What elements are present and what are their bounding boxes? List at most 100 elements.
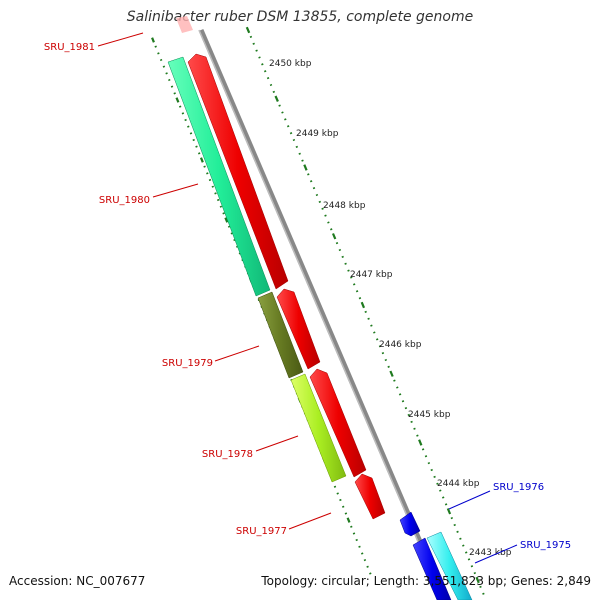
- minor-tick: [329, 228, 333, 231]
- minor-tick: [252, 42, 255, 45]
- minor-tick: [387, 365, 390, 369]
- minor-tick: [384, 358, 388, 362]
- minor-tick: [416, 434, 419, 437]
- minor-tick: [333, 485, 337, 488]
- minor-tick: [453, 523, 456, 527]
- gene-block-teal[interactable]: [167, 56, 271, 297]
- minor-tick: [168, 78, 171, 82]
- minor-tick: [360, 552, 364, 555]
- minor-tick: [366, 565, 369, 568]
- gene-block-olive[interactable]: [257, 291, 304, 379]
- minor-tick: [350, 525, 353, 528]
- minor-tick: [170, 85, 174, 88]
- major-tick: [224, 217, 229, 223]
- minor-tick: [255, 49, 258, 52]
- minor-tick: [410, 420, 413, 423]
- major-tick: [346, 517, 351, 523]
- minor-tick: [459, 537, 462, 540]
- minor-tick: [272, 90, 276, 93]
- minor-tick: [352, 283, 356, 286]
- major-tick: [360, 301, 366, 309]
- gene-label-sru-1975[interactable]: SRU_1975: [520, 540, 571, 551]
- major-tick: [199, 157, 204, 163]
- minor-tick: [197, 152, 201, 155]
- minor-tick: [335, 242, 339, 245]
- minor-tick: [347, 269, 350, 272]
- backbone: [198, 29, 448, 600]
- minor-tick: [309, 180, 313, 183]
- minor-tick: [462, 544, 465, 547]
- minor-tick: [219, 205, 223, 208]
- gene-arrow-sru-1975[interactable]: [412, 537, 452, 600]
- minor-tick: [173, 92, 176, 95]
- minor-tick: [401, 400, 405, 403]
- minor-tick: [369, 572, 372, 575]
- major-tick: [151, 37, 155, 43]
- minor-tick: [292, 138, 296, 142]
- minor-tick: [407, 413, 411, 417]
- minor-tick: [441, 496, 445, 499]
- minor-tick: [473, 572, 477, 575]
- minor-tick: [181, 112, 185, 115]
- minor-tick: [211, 185, 215, 188]
- minor-tick: [482, 592, 485, 595]
- scale-labels: 2450 kbp 2449 kbp 2448 kbp 2447 kbp 2446…: [269, 59, 512, 558]
- major-tick: [303, 164, 308, 171]
- minor-tick: [355, 538, 358, 542]
- minor-tick: [393, 379, 396, 382]
- gene-label-sru-1980[interactable]: SRU_1980: [99, 195, 150, 206]
- minor-tick: [261, 63, 264, 66]
- scale-label: 2450 kbp: [269, 59, 312, 69]
- scale-track: [245, 26, 485, 595]
- scale-label: 2444 kbp: [437, 479, 480, 489]
- minor-tick: [178, 105, 182, 108]
- gene-arrow-sru-1980[interactable]: [187, 53, 289, 290]
- minor-tick: [444, 503, 448, 506]
- gene-arrow-sru-1978[interactable]: [309, 368, 367, 478]
- minor-tick: [192, 138, 195, 142]
- minor-tick: [339, 498, 342, 502]
- gene-label-sru-1978[interactable]: SRU_1978: [202, 449, 253, 460]
- minor-tick: [184, 118, 187, 122]
- gene-blocks: [167, 56, 347, 483]
- forward-genes: [176, 16, 386, 520]
- minor-tick: [281, 111, 284, 114]
- minor-tick: [358, 296, 362, 300]
- minor-tick: [318, 200, 322, 203]
- minor-tick: [324, 214, 327, 217]
- minor-tick: [187, 125, 190, 128]
- minor-tick: [162, 65, 166, 68]
- gene-label-sru-1977[interactable]: SRU_1977: [236, 526, 287, 537]
- minor-tick: [427, 461, 431, 465]
- minor-tick: [344, 512, 348, 515]
- gene-block-cyan[interactable]: [426, 531, 473, 600]
- minor-tick: [336, 492, 339, 495]
- gene-arrow-sru-1976[interactable]: [399, 511, 421, 537]
- genome-title: Salinibacter ruber DSM 13855, complete g…: [126, 9, 474, 25]
- gene-arrow-sru-1981[interactable]: [176, 16, 193, 33]
- minor-tick: [263, 70, 267, 73]
- scale-label: 2443 kbp: [469, 548, 512, 558]
- minor-tick: [470, 565, 474, 568]
- minor-tick: [341, 505, 345, 508]
- minor-tick: [203, 165, 206, 168]
- minor-tick: [439, 489, 442, 492]
- minor-tick: [284, 118, 287, 121]
- minor-tick: [216, 198, 220, 202]
- reverse-genes: [399, 511, 473, 600]
- gene-arrow-sru-1979[interactable]: [276, 288, 321, 370]
- gene-label-sru-1976[interactable]: SRU_1976: [493, 482, 544, 493]
- gene-block-lime[interactable]: [290, 373, 347, 483]
- minor-tick: [367, 317, 370, 320]
- gene-label-sru-1979[interactable]: SRU_1979: [162, 358, 213, 369]
- minor-tick: [456, 530, 459, 534]
- scale-label: 2449 kbp: [296, 129, 339, 139]
- minor-tick: [258, 56, 261, 59]
- gene-arrow-sru-1977[interactable]: [354, 473, 386, 520]
- gene-label-sru-1981[interactable]: SRU_1981: [44, 42, 95, 53]
- minor-tick: [341, 255, 344, 258]
- major-tick: [175, 97, 180, 103]
- minor-tick: [430, 468, 433, 472]
- major-tick: [274, 95, 279, 102]
- major-tick: [245, 26, 251, 34]
